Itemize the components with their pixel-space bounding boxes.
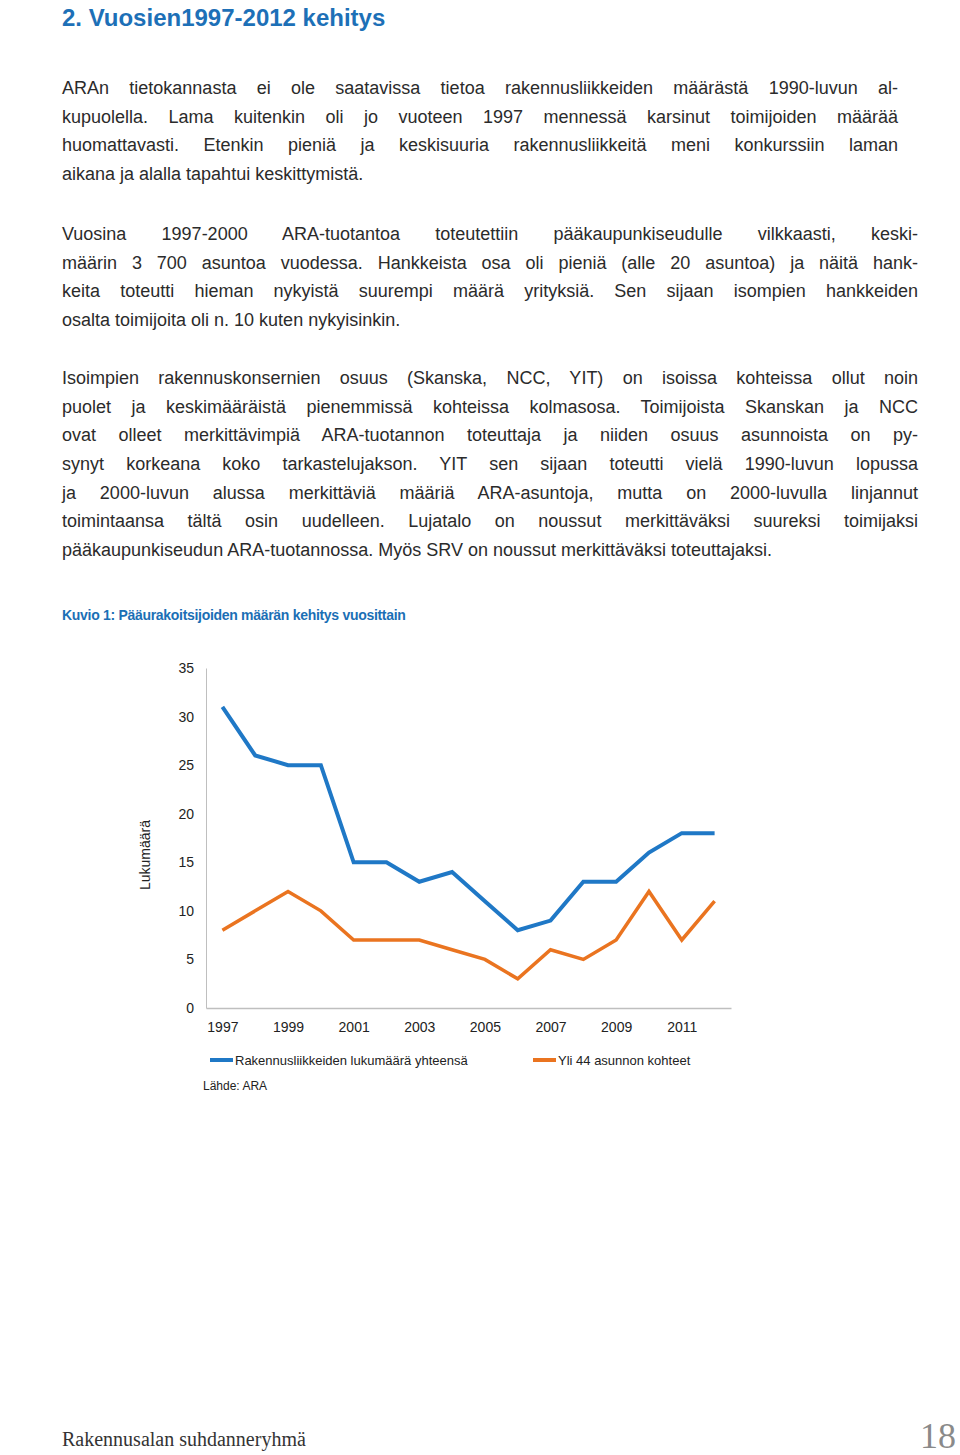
legend-item: Yli 44 asunnon kohteet bbox=[533, 1053, 691, 1068]
paragraph-line: keita toteutti hieman nykyistä suurempi … bbox=[62, 278, 918, 304]
x-tick-label: 2007 bbox=[535, 1019, 566, 1035]
x-tick: 2001 bbox=[339, 1008, 370, 1035]
x-tick: 1999 bbox=[273, 1008, 304, 1035]
paragraph-line: huomattavasti. Etenkin pieniä ja keskisu… bbox=[62, 132, 898, 158]
y-tick-label: 0 bbox=[186, 1000, 194, 1016]
y-tick-label: 10 bbox=[178, 903, 194, 919]
x-tick: 2009 bbox=[601, 1008, 632, 1035]
y-tick: 25 bbox=[178, 757, 206, 773]
annotation: Lähde: ARA bbox=[203, 1079, 267, 1093]
x-tick: 2005 bbox=[470, 1008, 501, 1035]
footer-text: Rakennusalan suhdanneryhmä bbox=[62, 1426, 306, 1452]
legend-item: Rakennusliikkeiden lukumäärä yhteensä bbox=[210, 1053, 468, 1068]
x-axis-line bbox=[207, 1008, 732, 1010]
y-tick-label: 30 bbox=[178, 709, 194, 725]
paragraph-line: ARAn tietokannasta ei ole saatavissa tie… bbox=[62, 75, 898, 101]
paragraph-line: Vuosina 1997-2000 ARA-tuotantoa toteutet… bbox=[62, 221, 918, 247]
legend-swatch bbox=[533, 1058, 556, 1062]
y-tick-label: 15 bbox=[178, 854, 194, 870]
x-tick-label: 2005 bbox=[470, 1019, 501, 1035]
x-tick-label: 2001 bbox=[339, 1019, 370, 1035]
legend-label: Rakennusliikkeiden lukumäärä yhteensä bbox=[235, 1053, 468, 1068]
x-tick-label: 2011 bbox=[667, 1019, 697, 1035]
paragraph-line: ovat olleet merkittävimpiä ARA-tuotannon… bbox=[62, 422, 918, 448]
x-tick: 2003 bbox=[404, 1008, 435, 1035]
chart: 0 5 10 15 20 25 30 35 1997 1999 2001 2003 2005 2007 20… bbox=[0, 0, 960, 1455]
x-tick-label: 2009 bbox=[601, 1019, 632, 1035]
legend-swatch bbox=[210, 1058, 233, 1062]
chart-title: Kuvio 1: Pääurakoitsijoiden määrän kehit… bbox=[62, 604, 406, 626]
y-tick: 10 bbox=[178, 903, 206, 919]
x-tick: 1997 bbox=[207, 1008, 238, 1035]
y-axis-line bbox=[206, 669, 207, 1009]
y-tick: 20 bbox=[178, 806, 206, 822]
x-axis: 1997 1999 2001 2003 2005 2007 2009 2011 bbox=[207, 1008, 732, 1035]
paragraph-line: ja 2000-luvun alussa merkittäviä määriä … bbox=[62, 480, 918, 506]
y-tick: 35 bbox=[178, 660, 206, 676]
page-number: 18 bbox=[920, 1414, 956, 1455]
paragraph-line: osalta toimijoita oli n. 10 kuten nykyis… bbox=[62, 307, 918, 333]
paragraph-line: puolet ja keskimääräistä pienemmissä koh… bbox=[62, 394, 918, 420]
y-tick-label: 20 bbox=[178, 806, 194, 822]
x-tick: 2011 bbox=[667, 1008, 697, 1035]
y-axis: 0 5 10 15 20 25 30 35 bbox=[178, 660, 206, 1016]
y-tick: 0 bbox=[186, 1000, 206, 1016]
x-tick: 2007 bbox=[535, 1008, 566, 1035]
x-tick-label: 1999 bbox=[273, 1019, 304, 1035]
x-tick-label: 1997 bbox=[207, 1019, 238, 1035]
y-tick: 5 bbox=[186, 951, 206, 967]
y-tick-label: 25 bbox=[178, 757, 194, 773]
legend-label: Yli 44 asunnon kohteet bbox=[558, 1053, 691, 1068]
y-tick-label: 35 bbox=[178, 660, 194, 676]
y-tick: 15 bbox=[178, 854, 206, 870]
plot-area bbox=[222, 707, 714, 979]
x-tick-label: 2003 bbox=[404, 1019, 435, 1035]
paragraph-line: aikana ja alalla tapahtui keskittymistä. bbox=[62, 161, 898, 187]
page: 2. Vuosien1997-2012 kehitys ARAn tietokan… bbox=[0, 0, 960, 1455]
series-line bbox=[222, 891, 714, 978]
paragraph-line: määrin 3 700 asuntoa vuodessa. Hankkeist… bbox=[62, 250, 918, 276]
paragraph-line: Isoimpien rakennuskonsernien osuus (Skan… bbox=[62, 365, 918, 391]
y-axis-title: Lukumäärä bbox=[137, 820, 153, 890]
paragraph-line: synyt korkeana koko tarkastelujakson. YI… bbox=[62, 451, 918, 477]
paragraph-line: pääkaupunkiseudun ARA-tuotannossa. Myös … bbox=[62, 537, 918, 563]
paragraph-line: kupuolella. Lama kuitenkin oli jo vuotee… bbox=[62, 104, 898, 130]
paragraph-line: toimintaansa tältä osin uudelleen. Lujat… bbox=[62, 508, 918, 534]
heading: 2. Vuosien1997-2012 kehitys bbox=[62, 3, 385, 33]
legend: Rakennusliikkeiden lukumäärä yhteensä Yli… bbox=[210, 1053, 691, 1068]
y-tick: 30 bbox=[178, 709, 206, 725]
y-tick-label: 5 bbox=[186, 951, 194, 967]
